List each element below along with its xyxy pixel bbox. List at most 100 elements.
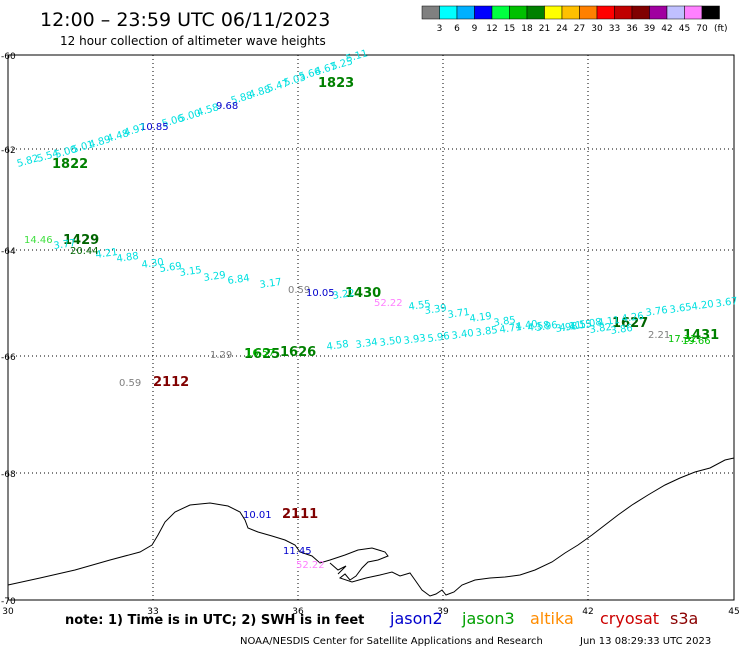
wave-height-value: 3.34: [355, 337, 379, 351]
lat-label: -64: [1, 247, 16, 257]
plot-border: [7, 54, 735, 601]
legend-swatch: [649, 5, 668, 20]
legend-label: 45: [679, 24, 690, 34]
wave-height-value: 4.30: [141, 257, 165, 271]
legend-swatch: [509, 5, 528, 20]
wave-height-value: 3.65: [669, 302, 693, 316]
track-label: 2111: [282, 507, 318, 522]
legend-swatch: [456, 5, 475, 20]
wave-height-value: 4.11: [597, 315, 621, 329]
wave-height-value: 4.21: [95, 247, 119, 261]
wave-height-value: 10.01: [243, 510, 272, 521]
legend-label: 12: [486, 24, 497, 34]
legend-swatch: [666, 5, 685, 20]
lat-label: -66: [1, 353, 16, 363]
wave-height-value: 3.85: [493, 315, 517, 329]
wave-height-value: 3.29: [203, 270, 227, 284]
wave-height-values: 5.115.254.675.665.035.474.885.889.684.58…: [16, 48, 739, 571]
wave-height-value: 0.59: [119, 378, 141, 389]
legend-swatch: [614, 5, 633, 20]
wave-height-value: 3.67: [715, 296, 739, 310]
wave-height-value: 3.71: [447, 307, 471, 321]
wave-height-value: 4.15: [569, 319, 593, 333]
wave-height-value: 0.59: [288, 285, 310, 296]
wave-height-value: 10.05: [306, 288, 335, 299]
wave-height-value: 6.84: [227, 273, 251, 287]
wave-height-value: 20.44: [70, 246, 99, 257]
legend-label: 9: [472, 24, 478, 34]
track-label: 1430: [345, 286, 381, 301]
wave-height-value: 16.57: [246, 348, 275, 359]
wave-height-value: 3.39: [424, 303, 448, 317]
footer: note: 1) Time is in UTC; 2) SWH is in fe…: [65, 609, 711, 647]
lon-label: 33: [147, 607, 158, 617]
legend-swatch: [579, 5, 598, 20]
legend-label: 18: [521, 24, 533, 34]
wave-height-value: 3.17: [259, 277, 283, 291]
track-label: 1625: [244, 347, 280, 362]
wave-height-value: 2.21: [648, 330, 670, 341]
legend-label: 33: [609, 24, 620, 34]
satellite-altika: altika: [530, 609, 574, 628]
legend-label: 6: [454, 24, 460, 34]
legend-label: 24: [556, 24, 568, 34]
lat-label: -62: [1, 146, 16, 156]
wave-height-value: 52.22: [296, 560, 325, 571]
legend-swatch: [596, 5, 615, 20]
legend-label: 21: [539, 24, 550, 34]
header: 12:00 – 23:59 UTC 06/11/2023 12 hour col…: [40, 9, 330, 48]
track-label: 2112: [153, 375, 189, 390]
track-label: 1626: [280, 345, 316, 360]
lon-label: 45: [728, 607, 739, 617]
wave-height-value: 5.69: [159, 261, 183, 275]
wave-height-value: 3.93: [403, 333, 427, 347]
lon-label: 30: [2, 607, 14, 617]
wave-height-value: 17.32: [668, 334, 697, 345]
wave-height-value: 4.55: [408, 299, 432, 313]
track-label: 1822: [52, 157, 88, 172]
legend-swatch: [526, 5, 545, 20]
wave-height-value: 52.22: [374, 298, 403, 309]
legend-label: 3: [437, 24, 443, 34]
legend-label: 30: [591, 24, 603, 34]
wave-height-value: 5.08: [579, 317, 603, 331]
wave-height-value: 4.20: [691, 299, 715, 313]
wave-height-value: 4.71: [499, 322, 523, 336]
color-legend: 3 6 9 12 15 18 21 24 27 30 33 36 39 42 45 70 (ft): [421, 5, 728, 34]
track-label: 1429: [63, 233, 99, 248]
satellite-legend: jason2 jason3 altika cryosat s3a: [389, 609, 698, 628]
wave-height-value: 14.46: [24, 235, 53, 246]
footer-note: note: 1) Time is in UTC; 2) SWH is in fe…: [65, 613, 364, 628]
latitude-labels: -60 -62 -64 -66 -68 -70: [1, 52, 16, 607]
legend-label: 42: [661, 24, 672, 34]
lon-label: 42: [582, 607, 593, 617]
legend-label: 70: [696, 24, 708, 34]
lon-label: 39: [437, 607, 449, 617]
wave-height-value: 19.66: [682, 336, 711, 347]
wave-height-value: 3.40: [451, 328, 475, 342]
satellite-s3a: s3a: [670, 609, 698, 628]
wave-height-value: 3.77: [53, 238, 77, 252]
legend-swatch: [684, 5, 703, 20]
map-subtitle: 12 hour collection of altimeter wave hei…: [60, 34, 326, 48]
wave-height-value: 4.58: [527, 320, 551, 334]
wave-height-value: 3.96: [535, 320, 559, 334]
wave-height-value: 3.22: [332, 288, 356, 302]
wave-height-value: 1.29: [210, 350, 232, 361]
lat-lon-grid: [8, 55, 734, 600]
legend-swatch: [561, 5, 580, 20]
wave-height-value: 3.50: [379, 335, 403, 349]
satellite-jason2: jason2: [389, 609, 443, 628]
footer-credit: NOAA/NESDIS Center for Satellite Applica…: [240, 636, 543, 647]
wave-height-value: 4.58: [326, 339, 350, 353]
wave-height-value: 3.85: [475, 325, 499, 339]
lat-label: -60: [1, 52, 16, 62]
legend-swatch: [421, 5, 440, 20]
legend-unit: (ft): [714, 24, 728, 34]
wave-height-value: 3.76: [645, 305, 669, 319]
track-label: 1431: [683, 328, 719, 343]
legend-swatch: [491, 5, 510, 20]
legend-swatch: [701, 5, 720, 20]
